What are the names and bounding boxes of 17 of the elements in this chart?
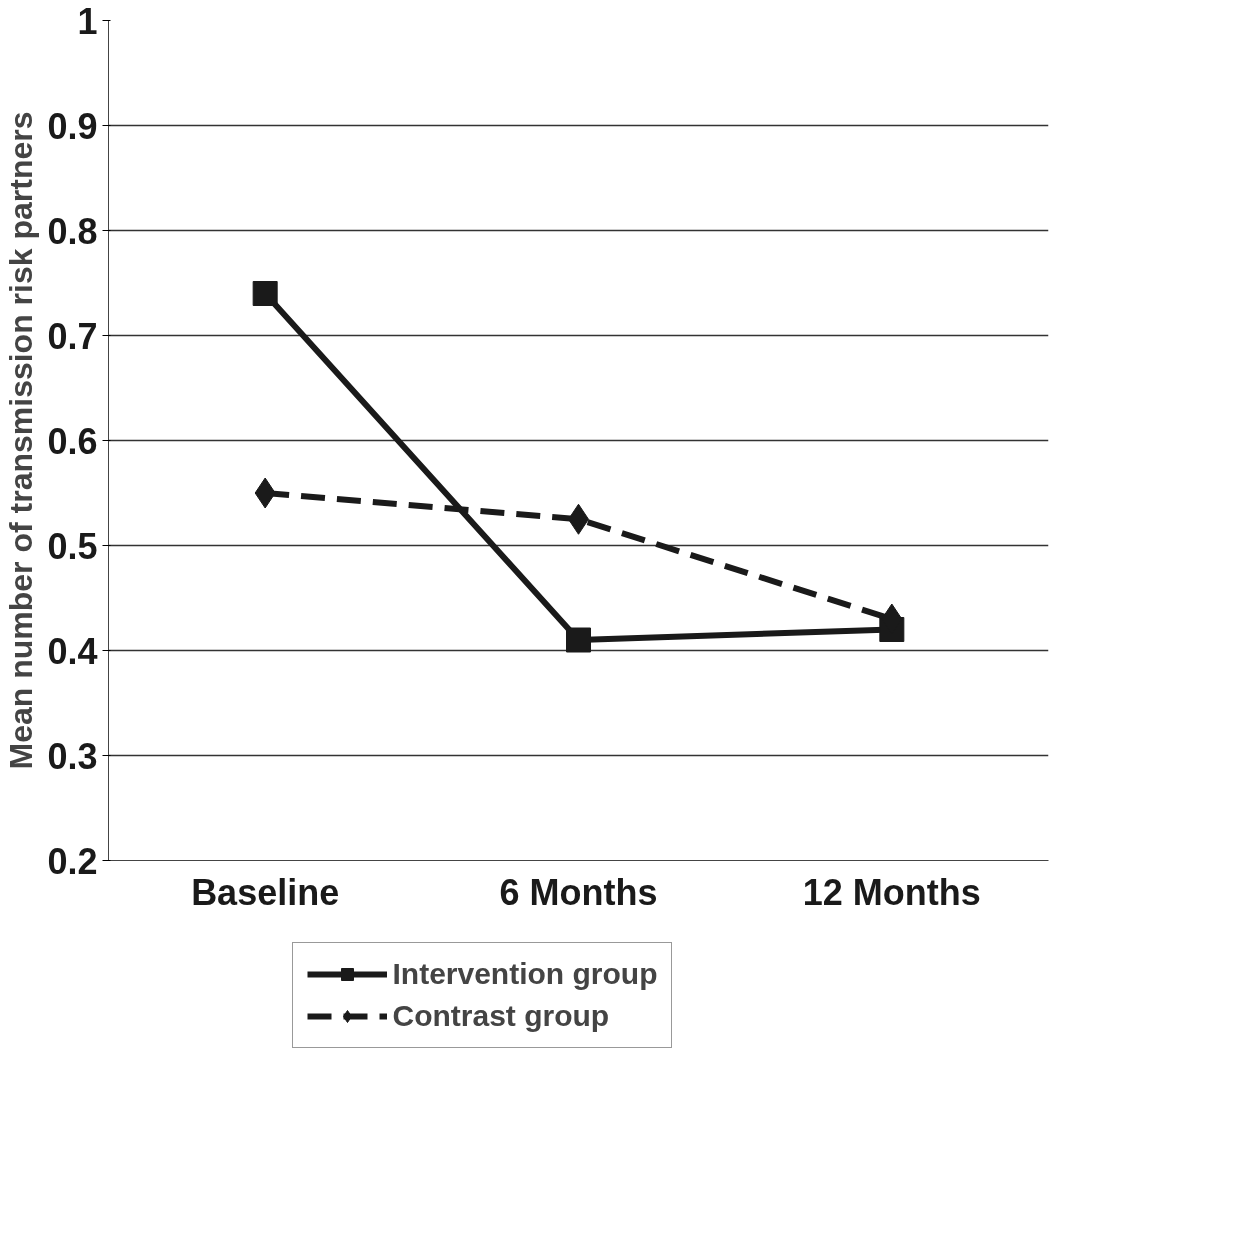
y-tick-label: 0.4 xyxy=(47,630,98,672)
y-tick-label: 0.6 xyxy=(47,420,98,462)
y-tick-label: 1 xyxy=(77,0,98,42)
x-tick-label: Baseline xyxy=(191,871,340,913)
y-tick-label: 0.3 xyxy=(47,735,98,777)
point xyxy=(566,627,591,653)
y-tick-label: 0.8 xyxy=(47,210,98,252)
legend-label: Contrast group xyxy=(392,999,610,1033)
legend-label: Intervention group xyxy=(392,957,658,991)
y-tick-label: 0.2 xyxy=(47,840,98,882)
y-tick-label: 0.7 xyxy=(47,315,98,357)
point xyxy=(252,281,278,306)
y-tick-label: 0.5 xyxy=(47,525,98,567)
y-tick-label: 0.9 xyxy=(47,105,98,147)
x-tick-label: 6 Months xyxy=(499,871,658,913)
x-tick-label: 12 Months xyxy=(802,871,981,913)
y-axis-title: Mean number of transmission risk partners xyxy=(3,111,40,770)
